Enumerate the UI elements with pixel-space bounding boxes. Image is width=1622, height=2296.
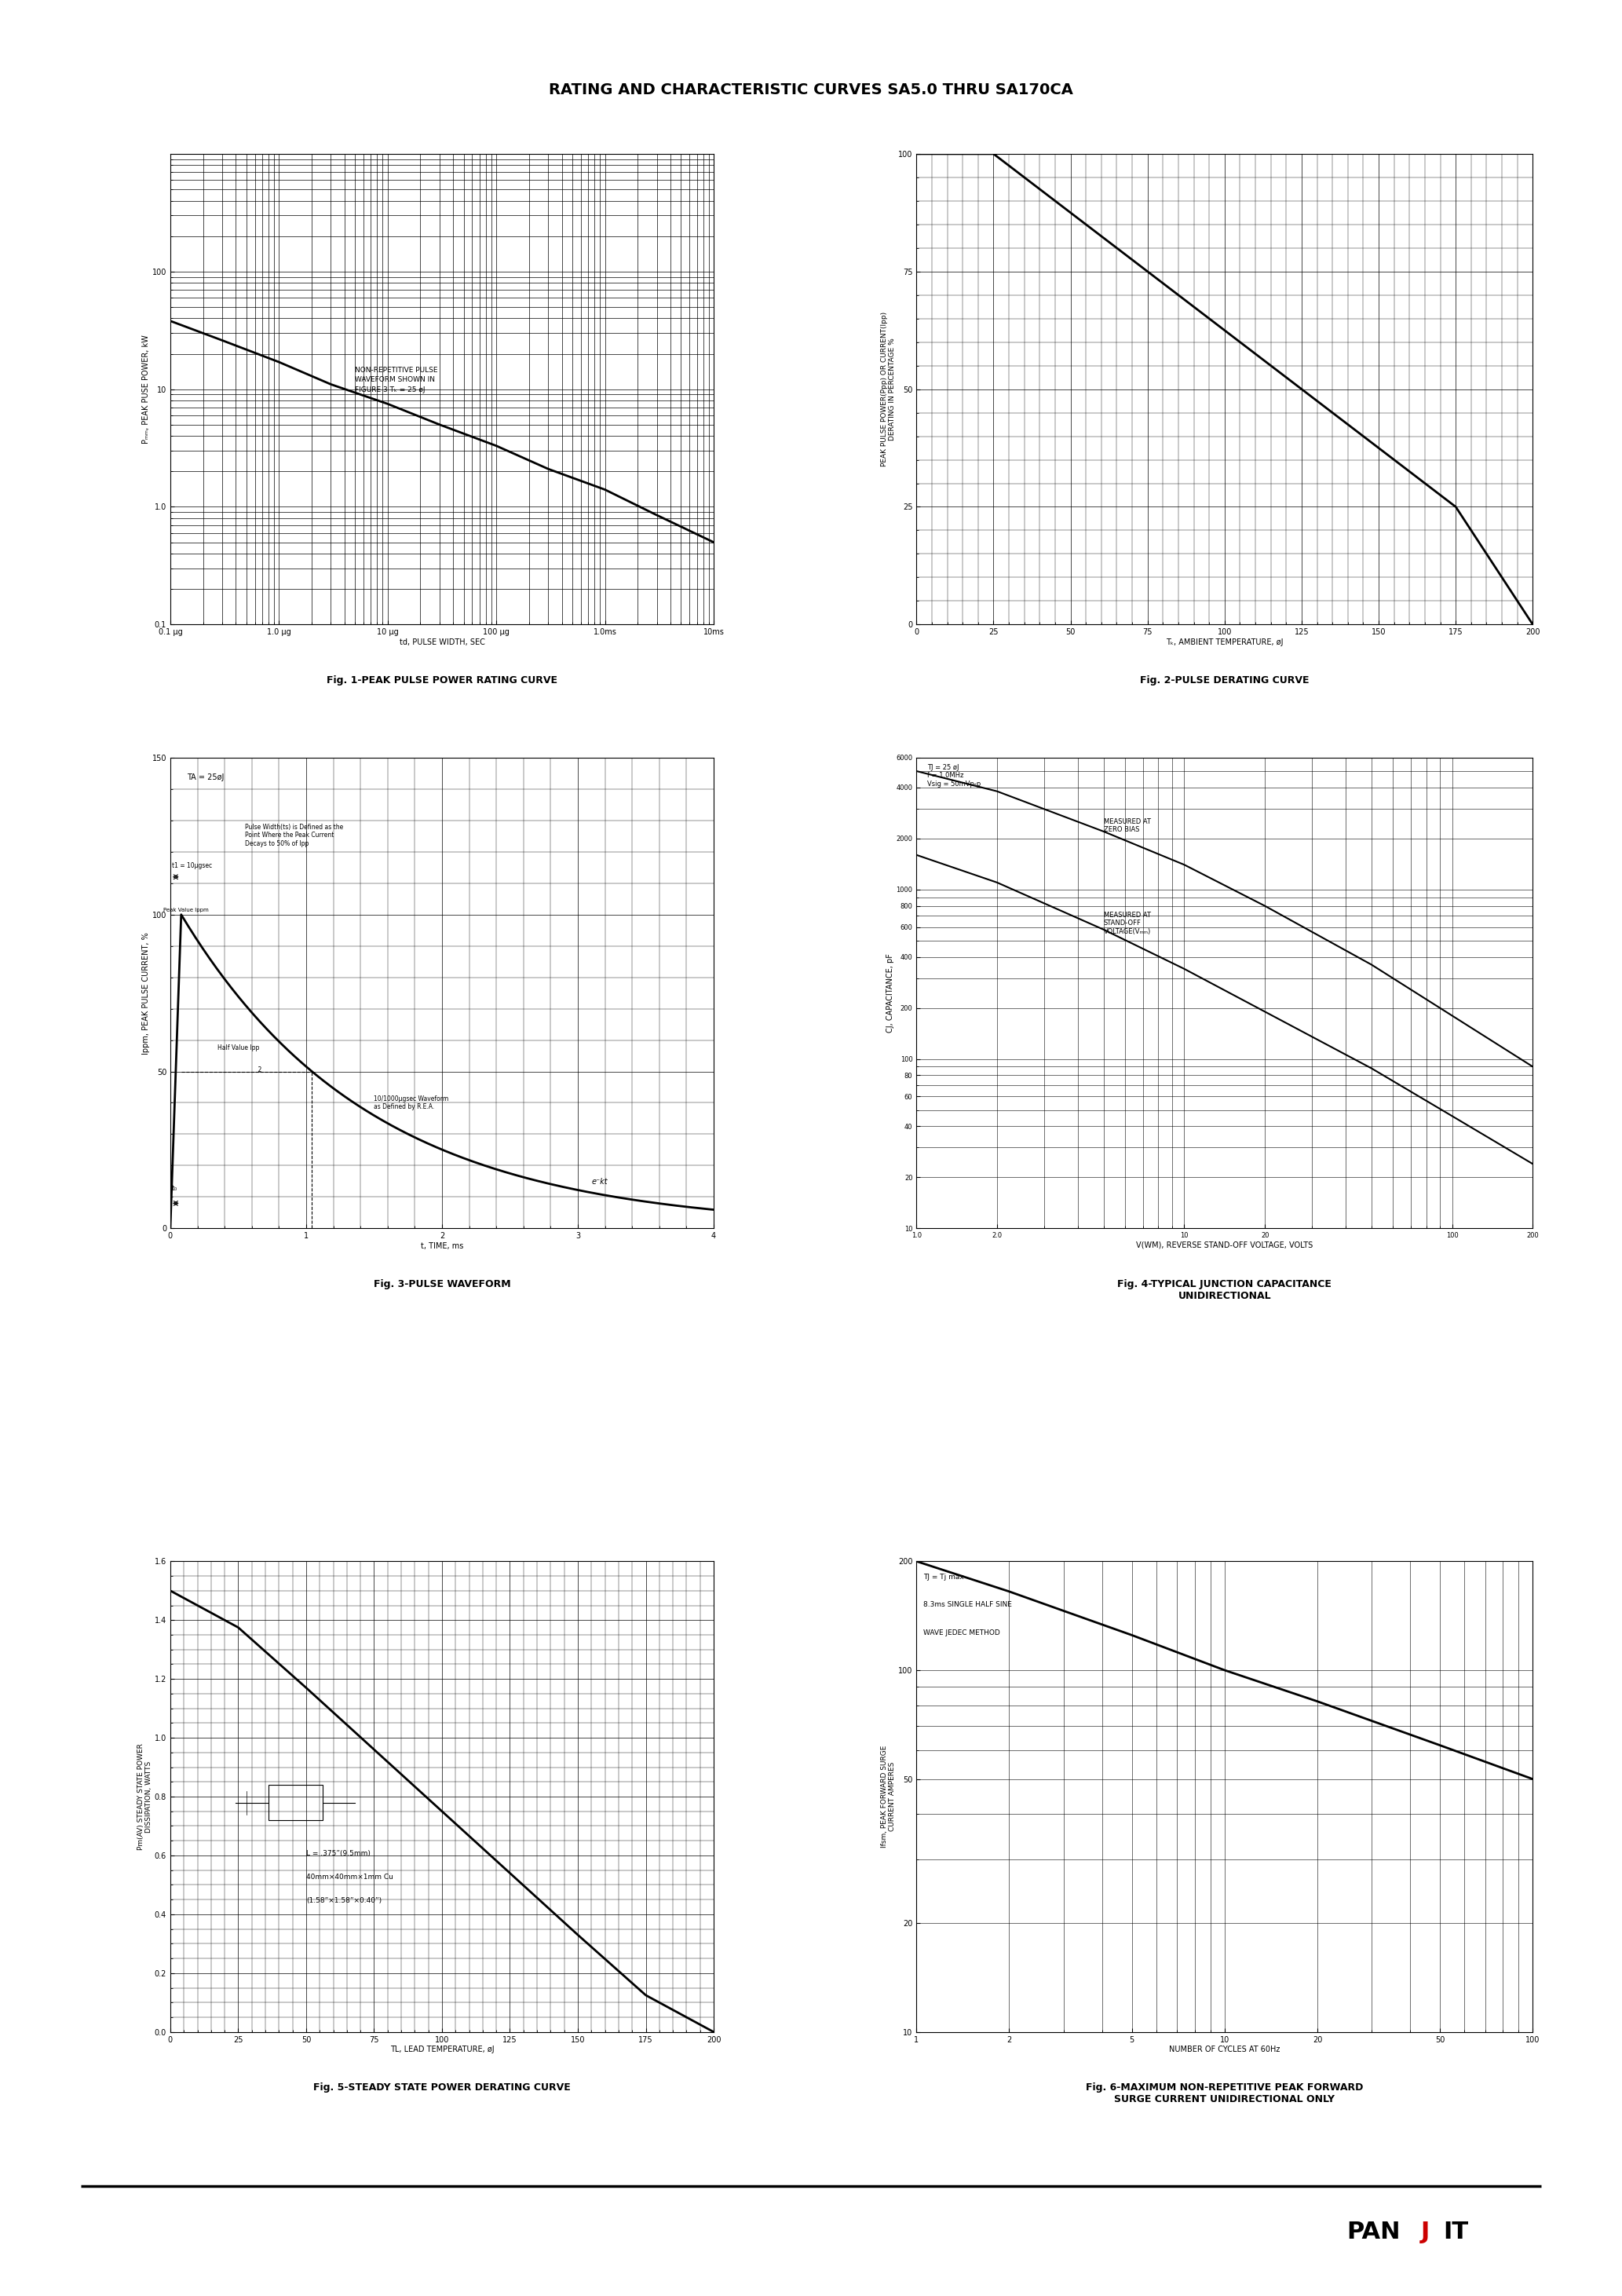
Y-axis label: Pₘₘ, PEAK PUSE POWER, kW: Pₘₘ, PEAK PUSE POWER, kW	[143, 335, 149, 443]
Text: 2: 2	[245, 1065, 261, 1072]
Text: Fig. 3-PULSE WAVEFORM: Fig. 3-PULSE WAVEFORM	[373, 1279, 511, 1288]
Y-axis label: Ifsm, PEAK FORWARD SURGE
CURRENT AMPERES: Ifsm, PEAK FORWARD SURGE CURRENT AMPERES	[881, 1745, 895, 1848]
Y-axis label: PEAK PULSE POWER(Ppp) OR CURRENT(Ipp)
DERATING IN PERCENTAGE %: PEAK PULSE POWER(Ppp) OR CURRENT(Ipp) DE…	[881, 312, 895, 466]
Text: (1.58”×1.58”×0.40”): (1.58”×1.58”×0.40”)	[307, 1896, 381, 1903]
Text: Pulse Width(ts) is Defined as the
Point Where the Peak Current
Decays to 50% of : Pulse Width(ts) is Defined as the Point …	[245, 824, 344, 847]
Text: IT: IT	[1444, 2220, 1470, 2243]
X-axis label: V(WM), REVERSE STAND-OFF VOLTAGE, VOLTS: V(WM), REVERSE STAND-OFF VOLTAGE, VOLTS	[1135, 1242, 1314, 1249]
Text: Peak Value Ippm: Peak Value Ippm	[164, 907, 209, 912]
Text: 40mm×40mm×1mm Cu: 40mm×40mm×1mm Cu	[307, 1874, 393, 1880]
Text: MEASURED AT
STAND-OFF
VOLTAGE(Vₘₘ): MEASURED AT STAND-OFF VOLTAGE(Vₘₘ)	[1103, 912, 1152, 934]
Text: TJ = Tj max: TJ = Tj max	[923, 1573, 963, 1580]
Text: TA = 25øJ: TA = 25øJ	[187, 774, 224, 781]
Y-axis label: Pm(AV) STEADY STATE POWER
DISSIPATION, WATTS: Pm(AV) STEADY STATE POWER DISSIPATION, W…	[136, 1743, 152, 1851]
Text: Fig. 6-MAXIMUM NON-REPETITIVE PEAK FORWARD
SURGE CURRENT UNIDIRECTIONAL ONLY: Fig. 6-MAXIMUM NON-REPETITIVE PEAK FORWA…	[1085, 2082, 1364, 2105]
Text: Fig. 5-STEADY STATE POWER DERATING CURVE: Fig. 5-STEADY STATE POWER DERATING CURVE	[313, 2082, 571, 2092]
Text: t1 = 10µgsec: t1 = 10µgsec	[172, 861, 212, 870]
X-axis label: TL, LEAD TEMPERATURE, øJ: TL, LEAD TEMPERATURE, øJ	[389, 2046, 495, 2053]
Text: MEASURED AT
ZERO BIAS: MEASURED AT ZERO BIAS	[1103, 817, 1150, 833]
Text: WAVE JEDEC METHOD: WAVE JEDEC METHOD	[923, 1628, 999, 1637]
Y-axis label: Ippm, PEAK PULSE CURRENT, %: Ippm, PEAK PULSE CURRENT, %	[143, 932, 149, 1054]
Text: Fig. 2-PULSE DERATING CURVE: Fig. 2-PULSE DERATING CURVE	[1140, 675, 1309, 684]
Text: Fig. 4-TYPICAL JUNCTION CAPACITANCE
UNIDIRECTIONAL: Fig. 4-TYPICAL JUNCTION CAPACITANCE UNID…	[1118, 1279, 1332, 1302]
Text: RATING AND CHARACTERISTIC CURVES SA5.0 THRU SA170CA: RATING AND CHARACTERISTIC CURVES SA5.0 T…	[548, 83, 1074, 96]
Text: J: J	[1421, 2220, 1431, 2243]
Text: TJ = 25 øJ
f = 1.0MHz
Vsig = 50mVp-p: TJ = 25 øJ f = 1.0MHz Vsig = 50mVp-p	[928, 765, 981, 788]
X-axis label: td, PULSE WIDTH, SEC: td, PULSE WIDTH, SEC	[399, 638, 485, 645]
Y-axis label: CJ, CAPACITANCE, pF: CJ, CAPACITANCE, pF	[886, 953, 894, 1033]
X-axis label: t, TIME, ms: t, TIME, ms	[420, 1242, 464, 1249]
X-axis label: NUMBER OF CYCLES AT 60Hz: NUMBER OF CYCLES AT 60Hz	[1169, 2046, 1280, 2053]
Text: Half Value Ipp: Half Value Ipp	[217, 1045, 260, 1052]
Text: t₀: t₀	[172, 1185, 177, 1192]
Text: L = .375”(9.5mm): L = .375”(9.5mm)	[307, 1851, 370, 1857]
Text: Fig. 1-PEAK PULSE POWER RATING CURVE: Fig. 1-PEAK PULSE POWER RATING CURVE	[326, 675, 558, 684]
Text: 8.3ms SINGLE HALF SINE: 8.3ms SINGLE HALF SINE	[923, 1600, 1012, 1609]
Text: NON-REPETITIVE PULSE
WAVEFORM SHOWN IN
FIGURE 3 Tₖ = 25 øJ: NON-REPETITIVE PULSE WAVEFORM SHOWN IN F…	[355, 367, 438, 393]
Text: 10/1000µgsec Waveform
as Defined by R.E.A.: 10/1000µgsec Waveform as Defined by R.E.…	[375, 1095, 449, 1111]
Bar	[268, 1784, 323, 1821]
X-axis label: Tₖ, AMBIENT TEMPERATURE, øJ: Tₖ, AMBIENT TEMPERATURE, øJ	[1166, 638, 1283, 645]
Text: PAN: PAN	[1346, 2220, 1400, 2243]
Text: e⁻kt: e⁻kt	[592, 1178, 608, 1187]
